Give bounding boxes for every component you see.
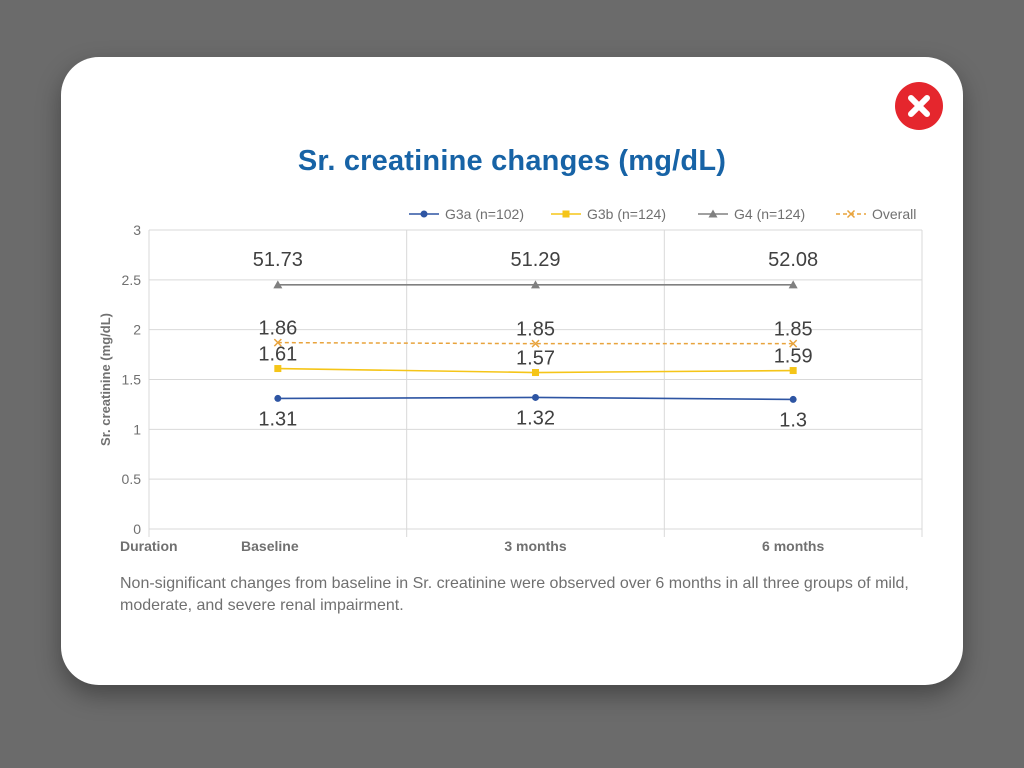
- data-point: [273, 280, 283, 289]
- close-button[interactable]: [895, 82, 943, 130]
- data-label: 1.61: [258, 344, 297, 366]
- data-label: 1.59: [774, 346, 813, 368]
- data-point: [788, 280, 798, 289]
- data-point: [531, 280, 540, 289]
- data-point: [273, 338, 282, 347]
- y-tick-label: 2: [133, 322, 141, 338]
- data-point: [789, 339, 798, 348]
- data-label: 1.3: [779, 409, 807, 431]
- data-point: [274, 394, 282, 402]
- data-point: [708, 209, 718, 218]
- close-icon: [908, 95, 930, 117]
- y-tick-label: 2.5: [122, 272, 142, 288]
- data-label: 1.32: [516, 407, 555, 429]
- legend-label: G3a (n=102): [445, 206, 524, 222]
- line-chart: 0 0.5 1 1.5 2 2.5 3 Baseline 3 months 6 months Dur…: [98, 206, 923, 554]
- x-tick-label: 3 months: [504, 538, 566, 554]
- x-axis-title: Duration: [120, 538, 178, 554]
- legend-label: G4 (n=124): [734, 206, 805, 222]
- data-label: 1.85: [516, 319, 555, 341]
- data-label: 1.86: [258, 318, 297, 340]
- y-tick-label: 0: [133, 521, 141, 537]
- y-tick-label: 1: [133, 421, 141, 437]
- data-label: 51.73: [253, 249, 303, 271]
- legend-label: G3b (n=124): [587, 206, 666, 222]
- data-point: [531, 339, 540, 348]
- data-label: 51.29: [510, 249, 560, 271]
- chart-title: Sr. creatinine changes (mg/dL): [297, 145, 727, 177]
- y-tick-label: 3: [133, 222, 141, 238]
- x-tick-label: Baseline: [241, 538, 299, 554]
- data-point: [274, 365, 282, 373]
- y-axis-title: Sr. creatinine (mg/dL): [98, 313, 113, 446]
- data-label: 1.85: [774, 319, 813, 341]
- data-point: [846, 209, 856, 219]
- legend-label: Overall: [872, 206, 916, 222]
- chart-caption: Non-significant changes from baseline in…: [120, 575, 909, 614]
- data-label: 52.08: [768, 249, 818, 271]
- data-point: [532, 393, 539, 401]
- data-point: [789, 367, 797, 375]
- y-tick-label: 0.5: [122, 471, 142, 487]
- data-label: 1.31: [258, 408, 297, 430]
- data-point: [420, 210, 428, 218]
- y-tick-label: 1.5: [122, 372, 142, 388]
- x-tick-label: 6 months: [762, 538, 824, 554]
- data-point: [789, 395, 797, 403]
- data-point: [532, 369, 539, 377]
- data-point: [562, 210, 570, 218]
- chart-dialog: Sr. creatinine changes (mg/dL) 0 0.5 1 1.5 2…: [61, 57, 963, 685]
- series-line-overall: [277, 341, 794, 345]
- data-label: 1.57: [516, 348, 555, 370]
